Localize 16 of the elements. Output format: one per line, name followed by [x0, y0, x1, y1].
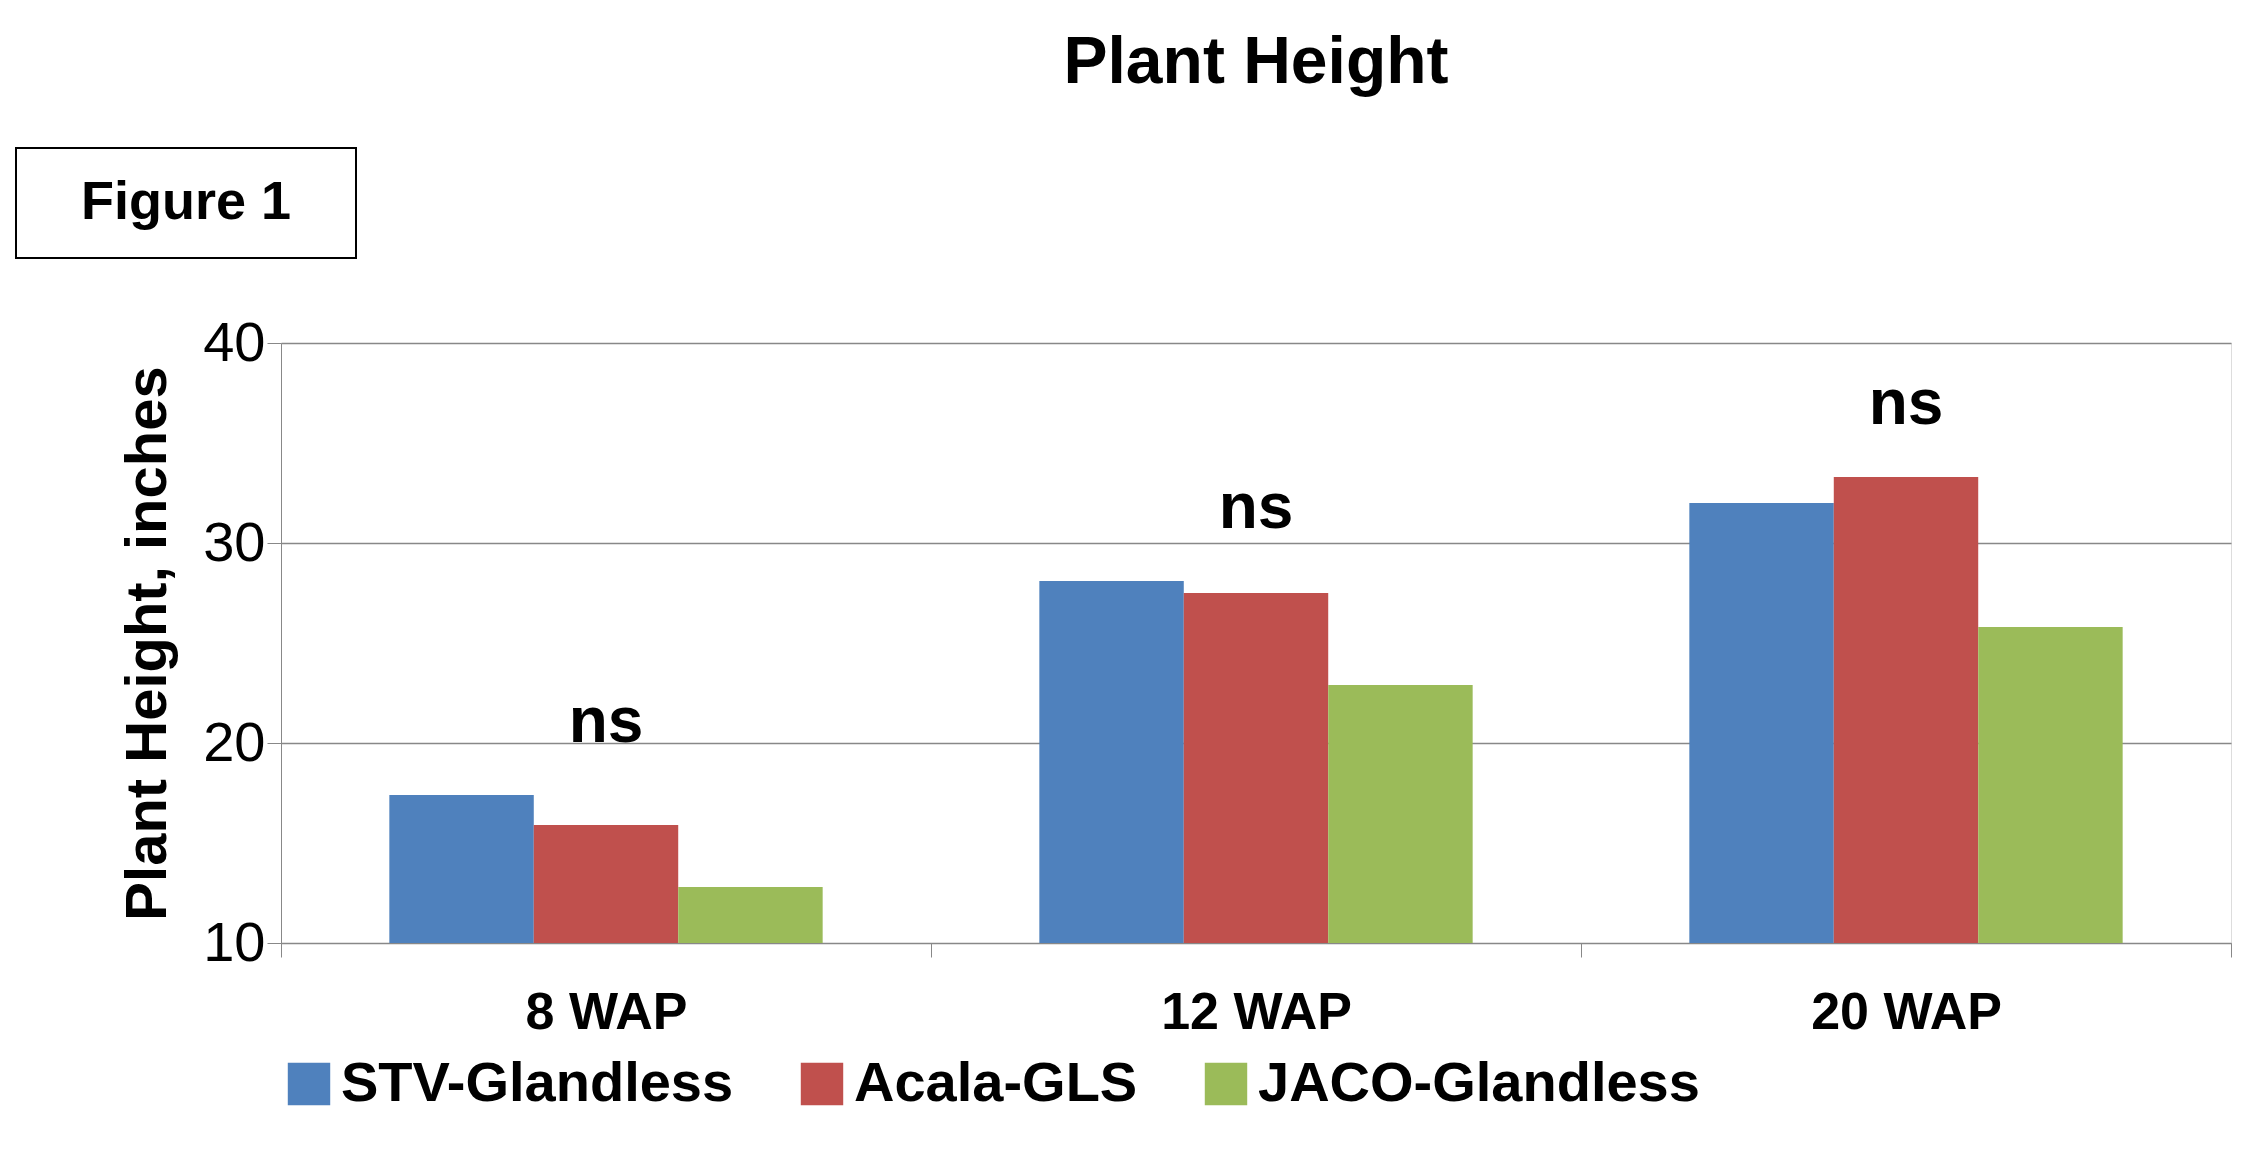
y-tick-label: 30: [203, 509, 266, 573]
legend-label: STV-Glandless: [341, 1050, 734, 1113]
annotation: ns: [1218, 470, 1294, 542]
y-tick-label: 10: [203, 909, 266, 973]
annotation: ns: [1868, 366, 1944, 438]
legend-label: Acala-GLS: [854, 1050, 1138, 1113]
legend-label: JACO-Glandless: [1258, 1050, 1700, 1113]
x-tick-label: 12 WAP: [1161, 981, 1352, 1040]
y-axis-title: Plant Height, inches: [113, 366, 179, 921]
y-tick-label: 40: [203, 309, 266, 373]
x-tick-label: 20 WAP: [1811, 981, 2002, 1040]
caption: Figure 1: [80, 170, 292, 230]
x-tick-label: 8 WAP: [525, 981, 688, 1040]
annotation: ns: [568, 684, 644, 756]
chart-title: Plant Height: [1063, 23, 1449, 97]
y-tick-label: 20: [203, 709, 266, 773]
